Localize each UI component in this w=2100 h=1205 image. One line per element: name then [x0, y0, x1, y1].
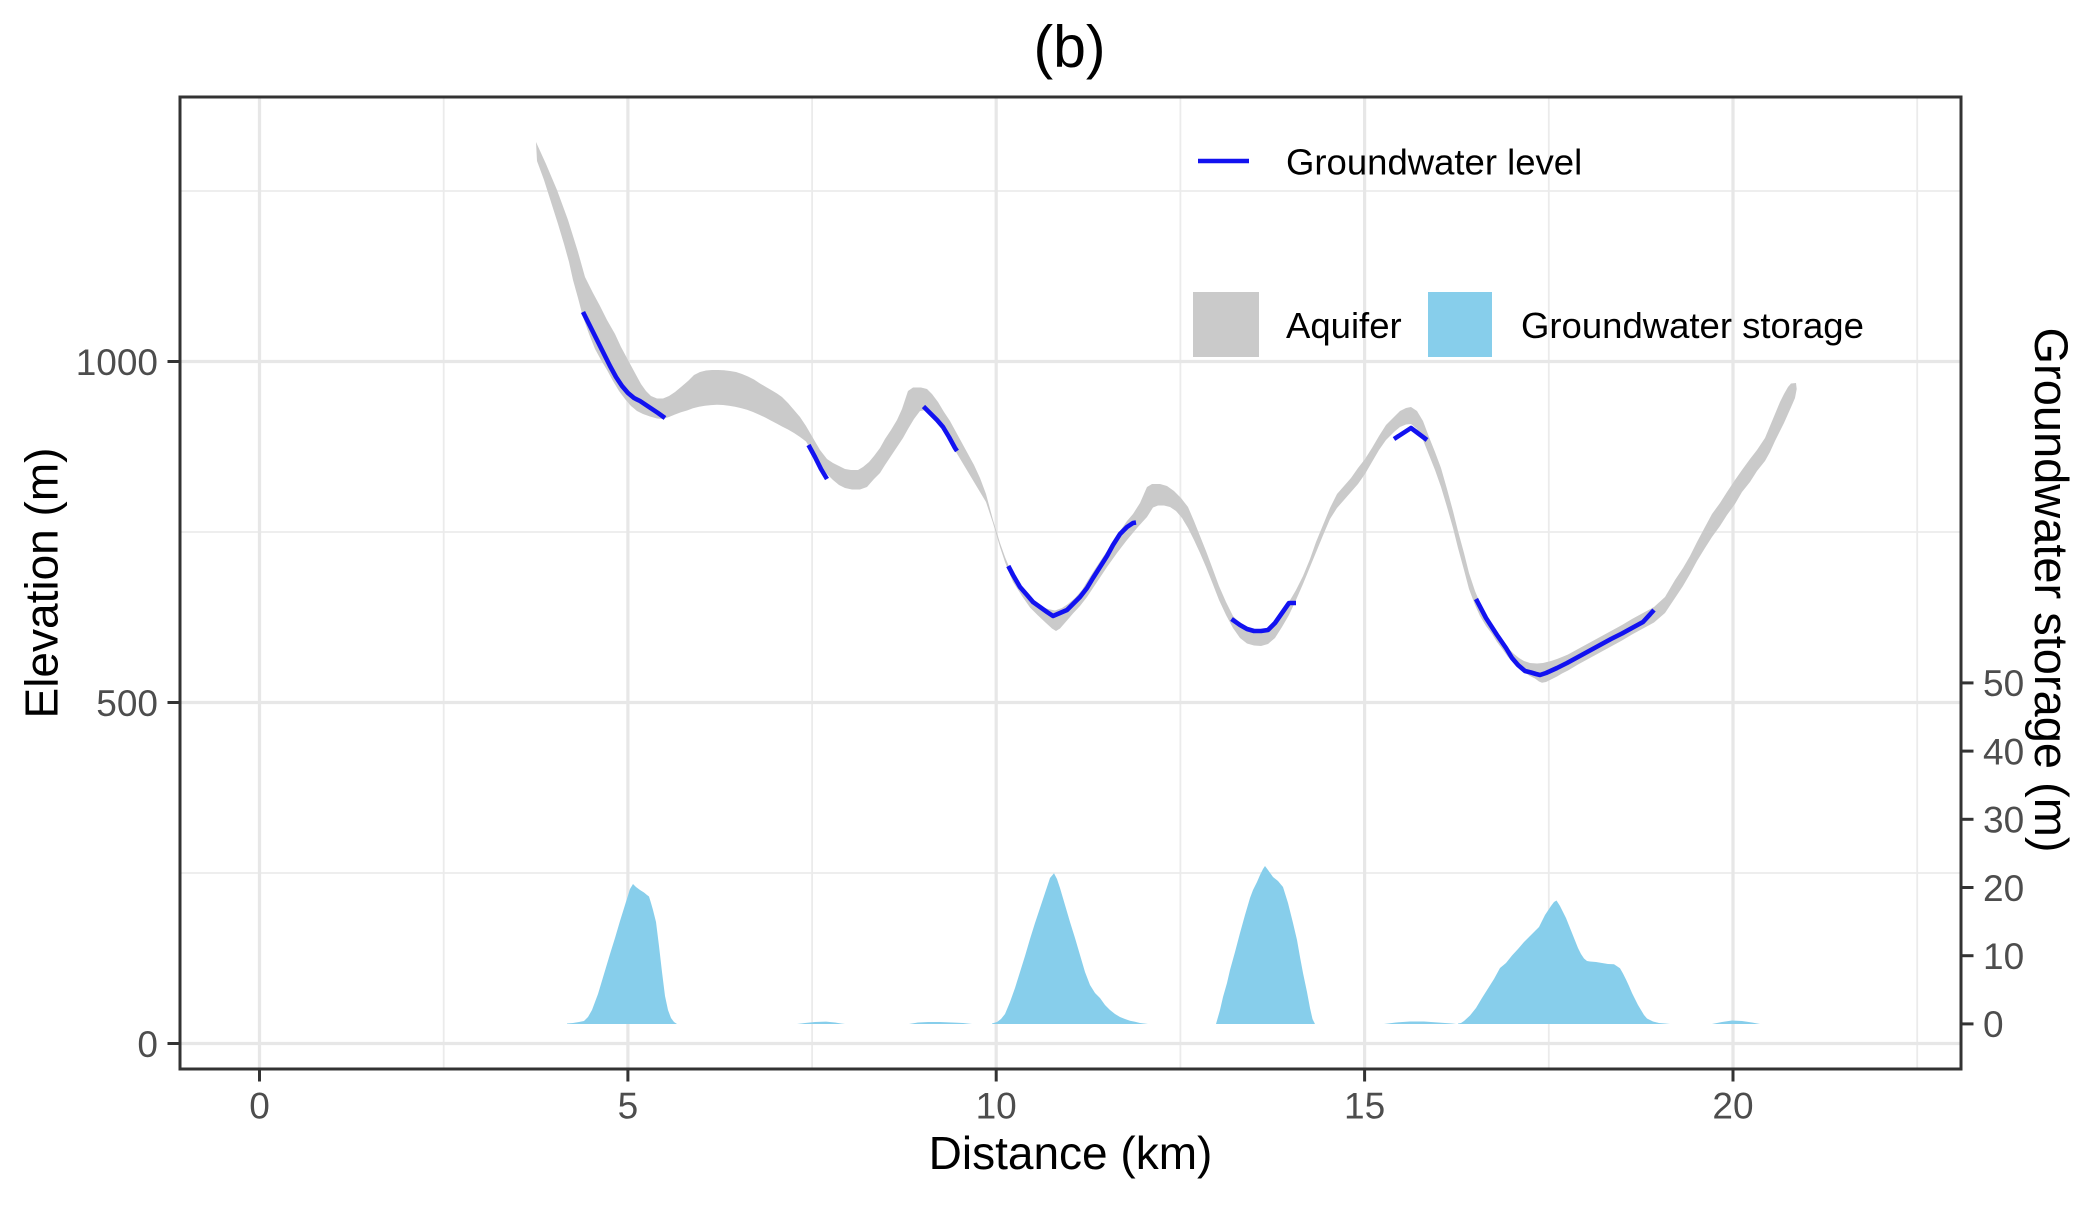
svg-text:0: 0	[137, 1024, 158, 1065]
svg-text:Elevation (m): Elevation (m)	[16, 448, 68, 719]
svg-text:500: 500	[96, 683, 158, 724]
svg-text:Groundwater storage: Groundwater storage	[1521, 305, 1864, 346]
svg-text:Groundwater level: Groundwater level	[1286, 142, 1582, 183]
svg-text:0: 0	[1983, 1004, 2004, 1045]
svg-text:20: 20	[1983, 868, 2024, 909]
svg-text:1000: 1000	[76, 342, 158, 383]
svg-text:5: 5	[618, 1086, 639, 1127]
svg-text:Aquifer: Aquifer	[1286, 305, 1402, 346]
svg-text:10: 10	[976, 1086, 1017, 1127]
svg-text:40: 40	[1983, 731, 2024, 772]
svg-text:30: 30	[1983, 800, 2024, 841]
svg-text:15: 15	[1344, 1086, 1385, 1127]
svg-text:(b): (b)	[1033, 14, 1105, 80]
svg-text:50: 50	[1983, 663, 2024, 704]
svg-text:Distance (km): Distance (km)	[929, 1127, 1213, 1179]
svg-text:0: 0	[249, 1086, 270, 1127]
svg-text:20: 20	[1712, 1086, 1753, 1127]
svg-text:10: 10	[1983, 936, 2024, 977]
svg-text:Groundwater storage (m): Groundwater storage (m)	[2025, 327, 2078, 852]
